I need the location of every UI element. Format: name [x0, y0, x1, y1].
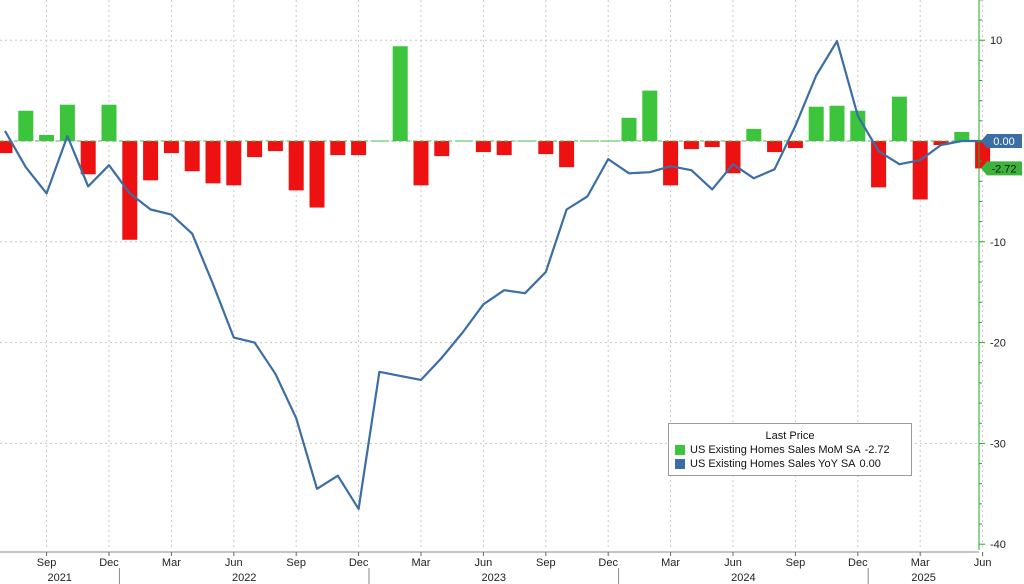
- mom-bar: [267, 141, 283, 152]
- mom-bar: [80, 141, 96, 175]
- x-tick-label: Dec: [349, 557, 369, 569]
- mom-bars: [0, 46, 991, 240]
- mom-bar: [122, 141, 138, 240]
- yoy-last-value-tag-text: 0.00: [993, 136, 1014, 148]
- y-tick-label: 10: [990, 35, 1002, 47]
- mom-bar: [933, 141, 949, 146]
- mom-bar: [309, 141, 325, 208]
- legend-swatch-mom: [675, 445, 685, 455]
- x-tick-label: Dec: [848, 557, 868, 569]
- mom-bar: [0, 141, 13, 154]
- mom-bar: [891, 96, 907, 141]
- mom-bar: [101, 104, 117, 141]
- mom-bar: [871, 141, 887, 188]
- legend-item-mom: US Existing Homes Sales MoM SA -2.72: [669, 443, 911, 457]
- mom-bar: [247, 141, 263, 158]
- legend-swatch-yoy: [675, 459, 685, 469]
- mom-bar: [704, 141, 720, 148]
- year-label: 2025: [911, 572, 935, 584]
- mom-bar: [434, 141, 450, 157]
- x-tick-label: Jun: [225, 557, 243, 569]
- year-label: 2024: [731, 572, 755, 584]
- mom-bar: [850, 110, 866, 141]
- x-tick-label: Dec: [99, 557, 119, 569]
- mom-bar: [559, 141, 575, 168]
- mom-bar: [392, 46, 408, 141]
- x-axis: Sep Dec Mar Jun Sep Dec Mar Jun Sep Dec Mar Jun Sep D…: [0, 551, 992, 584]
- yoy-last-value-tag-bg: [981, 134, 1022, 148]
- legend-value-mom: -2.72: [864, 444, 890, 456]
- mom-bar: [683, 141, 699, 150]
- mom-bar: [808, 106, 824, 141]
- mom-bar: [496, 141, 512, 156]
- x-tick-label: Sep: [536, 557, 556, 569]
- y-tick-label: -20: [990, 338, 1006, 350]
- mom-bar: [143, 141, 159, 181]
- x-tick-label: Sep: [37, 557, 57, 569]
- legend-item-yoy: US Existing Homes Sales YoY SA 0.00: [669, 457, 911, 471]
- x-tick-label: Mar: [661, 557, 680, 569]
- legend: Last Price US Existing Homes Sales MoM S…: [668, 423, 912, 476]
- mom-bar: [475, 141, 491, 153]
- y-tick-label: -10: [990, 237, 1006, 249]
- legend-label-yoy: US Existing Homes Sales YoY SA: [690, 458, 856, 470]
- year-label: 2022: [232, 572, 256, 584]
- year-label: 2023: [482, 572, 506, 584]
- x-tick-label: Mar: [412, 557, 431, 569]
- mom-bar: [746, 128, 762, 141]
- y-tick-label: -40: [990, 539, 1006, 551]
- mom-bar: [725, 141, 741, 174]
- yoy-line: [4, 40, 983, 510]
- legend-label-mom: US Existing Homes Sales MoM SA: [690, 444, 861, 456]
- x-tick-label: Sep: [286, 557, 306, 569]
- mom-bar: [829, 105, 845, 141]
- x-tick-label: Jun: [724, 557, 742, 569]
- mom-last-value-tag-bg: [981, 161, 1022, 176]
- x-tick-label: Mar: [911, 557, 930, 569]
- mom-bar: [538, 141, 554, 155]
- x-tick-label: Jun: [475, 557, 493, 569]
- mom-bar: [226, 141, 242, 186]
- mom-bar: [413, 141, 429, 186]
- mom-bar: [330, 141, 346, 156]
- mom-bar: [288, 141, 304, 191]
- mom-bar: [18, 110, 34, 141]
- mom-bar: [663, 141, 679, 186]
- yoy-line-layer: [4, 40, 983, 510]
- x-tick-label: Dec: [598, 557, 618, 569]
- last-value-tags: 0.00 -2.72: [981, 134, 1022, 176]
- mom-bar: [912, 141, 928, 200]
- mom-bar: [163, 141, 179, 154]
- mom-bar: [767, 141, 783, 153]
- x-tick-label: Jun: [974, 557, 992, 569]
- legend-title: Last Price: [765, 430, 815, 442]
- mom-bar: [59, 104, 75, 141]
- mom-bar: [787, 141, 803, 149]
- mom-bar: [642, 90, 658, 141]
- mom-bar: [39, 134, 55, 141]
- legend-value-yoy: 0.00: [859, 458, 881, 470]
- mom-last-value-tag-text: -2.72: [991, 163, 1016, 175]
- mom-bar: [954, 131, 970, 141]
- mom-bar: [184, 141, 200, 172]
- year-label: 2021: [47, 572, 71, 584]
- y-tick-label: -30: [990, 438, 1006, 450]
- x-tick-label: Mar: [162, 557, 181, 569]
- x-tick-label: Sep: [786, 557, 806, 569]
- mom-bar: [205, 141, 221, 184]
- mom-bar: [621, 117, 637, 141]
- mom-bar: [351, 141, 367, 156]
